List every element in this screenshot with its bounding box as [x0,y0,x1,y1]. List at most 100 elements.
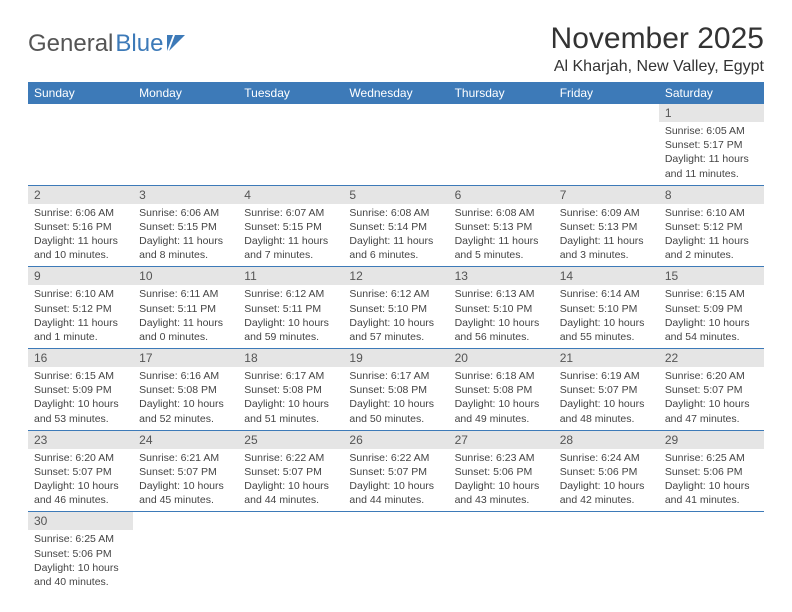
calendar-week-row: 2Sunrise: 6:06 AMSunset: 5:16 PMDaylight… [28,185,764,267]
calendar-cell: 11Sunrise: 6:12 AMSunset: 5:11 PMDayligh… [238,267,343,349]
sunset-text: Sunset: 5:13 PM [455,220,548,234]
logo-text-2: Blue [115,30,163,58]
daylight-text: Daylight: 11 hours and 0 minutes. [139,316,232,344]
sunrise-text: Sunrise: 6:23 AM [455,451,548,465]
calendar-cell: 7Sunrise: 6:09 AMSunset: 5:13 PMDaylight… [554,185,659,267]
calendar-week-row: 1Sunrise: 6:05 AMSunset: 5:17 PMDaylight… [28,104,764,185]
day-number [238,512,343,530]
sunset-text: Sunset: 5:08 PM [349,383,442,397]
day-details: Sunrise: 6:15 AMSunset: 5:09 PMDaylight:… [28,367,133,430]
day-number: 27 [449,431,554,449]
day-number: 8 [659,186,764,204]
daylight-text: Daylight: 11 hours and 8 minutes. [139,234,232,262]
day-details: Sunrise: 6:20 AMSunset: 5:07 PMDaylight:… [659,367,764,430]
calendar-body: 1 Sunrise: 6:05 AMSunset: 5:17 PM Daylight… [28,104,764,593]
sunrise-text: Sunrise: 6:22 AM [349,451,442,465]
day-details: Sunrise: 6:12 AMSunset: 5:11 PMDaylight:… [238,285,343,348]
sunset-text: Sunset: 5:11 PM [244,302,337,316]
daylight-text: Daylight: 10 hours and 54 minutes. [665,316,758,344]
day-number: 19 [343,349,448,367]
weekday-header: Monday [133,82,238,104]
daylight-text: Daylight: 10 hours and 55 minutes. [560,316,653,344]
day-number: 25 [238,431,343,449]
sunset-text: Sunset: 5:12 PM [34,302,127,316]
day-details: Sunrise: 6:08 AMSunset: 5:13 PMDaylight:… [449,204,554,267]
day-details: Sunrise: 6:20 AMSunset: 5:07 PMDaylight:… [28,449,133,512]
weekday-header: Sunday [28,82,133,104]
day-details: Sunrise: 6:08 AMSunset: 5:14 PMDaylight:… [343,204,448,267]
calendar-week-row: 9Sunrise: 6:10 AMSunset: 5:12 PMDaylight… [28,267,764,349]
day-number: 6 [449,186,554,204]
sunset-text: Sunset: 5:06 PM [34,547,127,561]
daylight-text: Daylight: 10 hours and 44 minutes. [244,479,337,507]
calendar-cell: 5Sunrise: 6:08 AMSunset: 5:14 PMDaylight… [343,185,448,267]
sunset-text: Sunset: 5:09 PM [34,383,127,397]
weekday-header: Saturday [659,82,764,104]
day-number: 12 [343,267,448,285]
weekday-header: Friday [554,82,659,104]
sunset-text: Sunset: 5:13 PM [560,220,653,234]
calendar-cell: 13Sunrise: 6:13 AMSunset: 5:10 PMDayligh… [449,267,554,349]
sunrise-text: Sunrise: 6:13 AM [455,287,548,301]
calendar-week-row: 30Sunrise: 6:25 AMSunset: 5:06 PMDayligh… [28,512,764,593]
day-details: Sunrise: 6:25 AMSunset: 5:06 PMDaylight:… [28,530,133,593]
sunrise-text: Sunrise: 6:22 AM [244,451,337,465]
day-number: 7 [554,186,659,204]
day-details: Sunrise: 6:22 AMSunset: 5:07 PMDaylight:… [238,449,343,512]
sunrise-text: Sunrise: 6:20 AM [665,369,758,383]
day-details: Sunrise: 6:16 AMSunset: 5:08 PMDaylight:… [133,367,238,430]
daylight-text: Daylight: 10 hours and 44 minutes. [349,479,442,507]
calendar-week-row: 16Sunrise: 6:15 AMSunset: 5:09 PMDayligh… [28,349,764,431]
sunrise-text: Sunrise: 6:05 AM [665,124,758,138]
day-details: Sunrise: 6:11 AMSunset: 5:11 PMDaylight:… [133,285,238,348]
day-number: 28 [554,431,659,449]
day-details: Sunrise: 6:10 AMSunset: 5:12 PMDaylight:… [28,285,133,348]
sunrise-text: Sunrise: 6:18 AM [455,369,548,383]
day-number: 30 [28,512,133,530]
sunrise-text: Sunrise: 6:24 AM [560,451,653,465]
sunset-text: Sunset: 5:07 PM [349,465,442,479]
sunrise-text: Sunrise: 6:20 AM [34,451,127,465]
calendar-cell [449,512,554,593]
sunrise-text: Sunrise: 6:07 AM [244,206,337,220]
sunset-text: Sunset: 5:07 PM [139,465,232,479]
day-details: Sunrise: 6:18 AMSunset: 5:08 PMDaylight:… [449,367,554,430]
month-title: November 2025 [551,22,764,56]
daylight-text: Daylight: 11 hours and 2 minutes. [665,234,758,262]
day-details: Sunrise: 6:24 AMSunset: 5:06 PMDaylight:… [554,449,659,512]
sunset-text: Sunset: 5:08 PM [244,383,337,397]
calendar-cell: 21Sunrise: 6:19 AMSunset: 5:07 PMDayligh… [554,349,659,431]
daylight-text: Daylight: 10 hours and 56 minutes. [455,316,548,344]
calendar-cell [659,512,764,593]
sunset-text: Sunset: 5:15 PM [244,220,337,234]
day-details: Sunrise: 6:25 AMSunset: 5:06 PMDaylight:… [659,449,764,512]
sunrise-text: Sunrise: 6:12 AM [244,287,337,301]
calendar-cell: 22Sunrise: 6:20 AMSunset: 5:07 PMDayligh… [659,349,764,431]
day-number: 1 [659,104,764,122]
calendar-cell: 8Sunrise: 6:10 AMSunset: 5:12 PMDaylight… [659,185,764,267]
calendar-week-row: 23Sunrise: 6:20 AMSunset: 5:07 PMDayligh… [28,430,764,512]
day-number: 5 [343,186,448,204]
day-details: Sunrise: 6:10 AMSunset: 5:12 PMDaylight:… [659,204,764,267]
calendar-cell: 27Sunrise: 6:23 AMSunset: 5:06 PMDayligh… [449,430,554,512]
sunset-text: Sunset: 5:07 PM [34,465,127,479]
sunset-text: Sunset: 5:08 PM [139,383,232,397]
sunset-text: Sunset: 5:07 PM [560,383,653,397]
calendar-cell: 23Sunrise: 6:20 AMSunset: 5:07 PMDayligh… [28,430,133,512]
day-number: 10 [133,267,238,285]
day-details: Sunrise: 6:06 AMSunset: 5:16 PMDaylight:… [28,204,133,267]
day-number [343,512,448,530]
calendar-cell [554,512,659,593]
sunrise-text: Sunrise: 6:17 AM [244,369,337,383]
sunrise-text: Sunrise: 6:08 AM [455,206,548,220]
daylight-text: Daylight: 10 hours and 48 minutes. [560,397,653,425]
daylight-text: Daylight: 10 hours and 53 minutes. [34,397,127,425]
header: General Blue November 2025 Al Kharjah, N… [28,22,764,76]
sunrise-text: Sunrise: 6:10 AM [665,206,758,220]
logo: General Blue [28,22,189,58]
day-number: 4 [238,186,343,204]
day-number: 16 [28,349,133,367]
sunset-text: Sunset: 5:17 PM [665,138,758,152]
daylight-text: Daylight: 10 hours and 41 minutes. [665,479,758,507]
calendar-cell: 12Sunrise: 6:12 AMSunset: 5:10 PMDayligh… [343,267,448,349]
